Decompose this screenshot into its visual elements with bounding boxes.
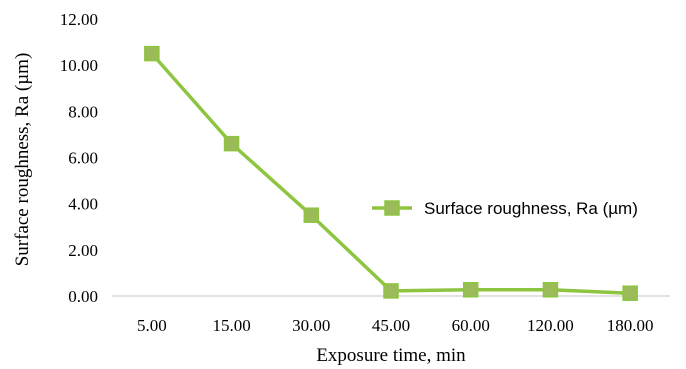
x-axis-title: Exposure time, min	[316, 345, 466, 366]
y-tick-label: 6.00	[68, 149, 98, 168]
data-point-marker	[144, 45, 160, 62]
data-point-marker	[542, 282, 559, 298]
data-point-marker	[383, 283, 399, 299]
y-tick-label: 12.00	[60, 10, 98, 29]
x-tick-label: 15.00	[212, 316, 250, 335]
y-axis-title: Surface roughness, Ra (µm)	[12, 53, 33, 267]
series-line	[150, 52, 631, 295]
data-point-marker	[303, 207, 320, 223]
x-tick-label: 45.00	[372, 316, 410, 335]
y-tick-label: 0.00	[68, 287, 98, 306]
y-tick-label: 10.00	[60, 56, 98, 75]
legend: Surface roughness, Ra (µm)	[372, 199, 638, 218]
x-tick-label: 120.00	[527, 316, 574, 335]
data-point-marker	[462, 282, 479, 298]
x-tick-label: 60.00	[452, 316, 490, 335]
x-tick-label: 30.00	[292, 316, 330, 335]
y-tick-label: 2.00	[68, 241, 98, 260]
y-tick-label: 4.00	[68, 195, 98, 214]
data-point-marker	[622, 285, 638, 301]
y-axis-ticks: 0.00 2.00 4.00 6.00 8.00 10.00 12.00	[60, 10, 98, 306]
series-group	[144, 45, 638, 301]
x-axis-ticks: 5.00 15.00 30.00 45.00 60.00 120.00 180.00	[137, 316, 654, 335]
x-tick-label: 5.00	[137, 316, 167, 335]
data-point-marker	[223, 135, 240, 152]
legend-label: Surface roughness, Ra (µm)	[424, 199, 638, 218]
legend-marker-swatch	[384, 200, 400, 216]
x-tick-label: 180.00	[607, 316, 654, 335]
y-tick-label: 8.00	[68, 102, 98, 121]
